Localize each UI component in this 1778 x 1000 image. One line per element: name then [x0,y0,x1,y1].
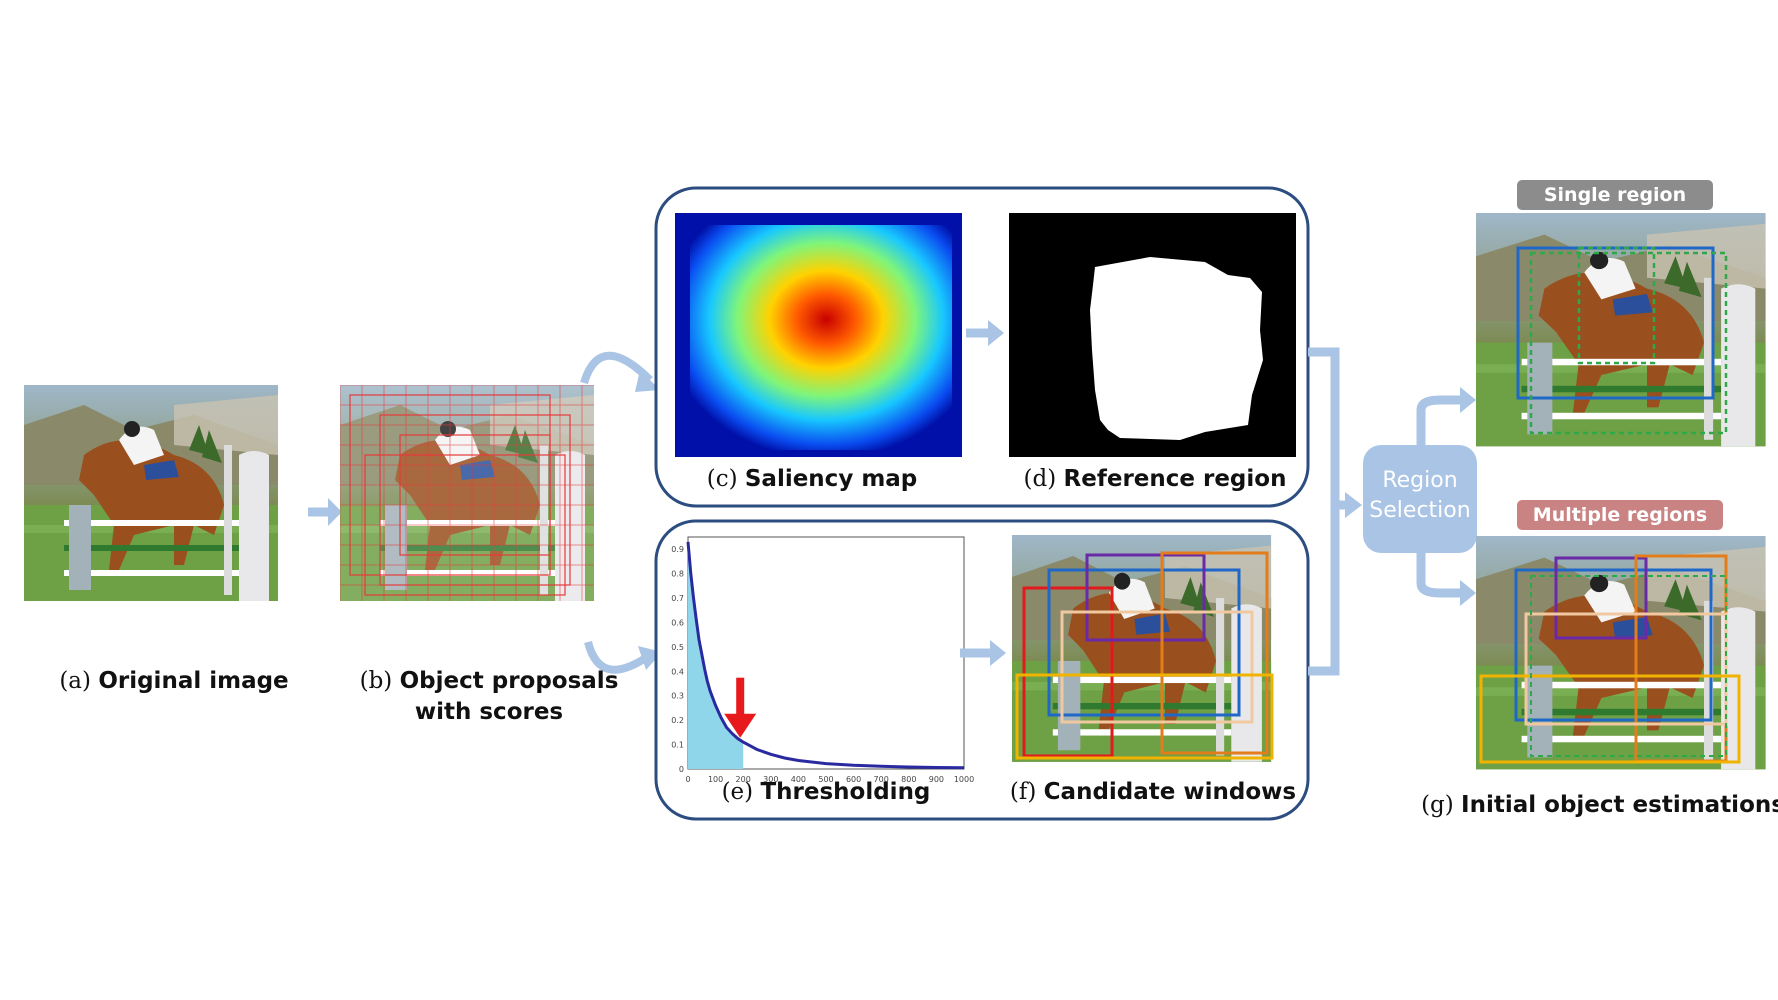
y-tick-label: 0.4 [671,667,684,676]
branch-arrow-down [1416,553,1462,598]
y-tick-label: 0.8 [671,570,684,579]
x-tick-label: 900 [929,775,944,784]
flow-arrowhead-a-b [328,498,342,526]
original-image [24,385,278,601]
caption-e-label: Thresholding [760,779,931,805]
x-tick-label: 1000 [954,775,974,784]
x-tick-label: 200 [736,775,751,784]
single-region-pill: Single region [1517,180,1713,210]
caption-e: (e) Thresholding [722,779,931,805]
window-box [1015,673,1274,760]
y-tick-label: 0.6 [671,618,684,627]
caption-b-prefix: (b) [359,668,393,694]
caption-b-label-line1: Object proposals [399,668,619,694]
curve-arrow-bottom [584,640,653,674]
connector-top [1308,347,1340,505]
y-tick-label: 0.5 [671,643,684,652]
x-tick-label: 800 [901,775,916,784]
caption-g: (g) Initial object estimations [1421,792,1778,818]
reference-region-image [1009,213,1296,457]
region-selection-line1: Region [1382,468,1458,493]
caption-a-label: Original image [98,668,289,694]
caption-a-prefix: (a) [59,668,91,694]
caption-f: (f) Candidate windows [1010,779,1296,805]
caption-d-label: Reference region [1063,466,1287,492]
flow-arrowhead-e-f [990,640,1006,666]
curve-arrow-top [580,351,653,385]
threshold-arrow [724,677,757,738]
caption-f-label: Candidate windows [1043,779,1297,805]
threshold-arrow-shaft [736,677,745,718]
region-selection-line2: Selection [1369,498,1471,523]
caption-e-prefix: (e) [721,779,754,805]
region-selection-label: Region Selection [1363,466,1477,526]
y-tick-label: 0.2 [671,716,684,725]
flow-arrowhead-c-d [988,320,1004,346]
connector-bottom [1308,500,1348,676]
multiple-regions-pill: Multiple regions [1517,500,1723,530]
caption-c: (c) Saliency map [707,466,918,492]
threshold-arrow-head [724,713,757,738]
object-proposals-image [340,385,594,601]
region-selection-box [1363,445,1477,553]
y-tick-label: 0.9 [671,545,684,554]
caption-g-label: Initial object estimations [1461,792,1778,818]
curve-arrow-top-head [635,370,660,392]
caption-a: (a) Original image [59,668,288,694]
x-tick-label: 500 [818,775,833,784]
chart-series-line [686,541,965,770]
caption-f-prefix: (f) [1009,779,1037,805]
branch-arrow-down-head [1460,580,1476,606]
window-box [1085,553,1206,642]
window-box [1022,586,1114,758]
threshold-chart: 0 100 200 300 400 500 600 700 800 900 1000 0 0.1 0.2… [671,536,974,784]
caption-b: (b) Object proposals with scores [360,668,619,725]
chart-area-fill [688,541,744,769]
saliency-map-image [675,213,962,457]
x-tick-label: 600 [846,775,861,784]
caption-c-prefix: (c) [706,466,738,492]
caption-d-prefix: (d) [1023,466,1057,492]
y-tick-label: 0.1 [671,741,684,750]
caption-b-label-line2: with scores [414,699,564,725]
window-box [1047,568,1241,717]
caption-g-prefix: (g) [1421,792,1454,818]
x-tick-label: 400 [791,775,806,784]
x-tick-label: 700 [874,775,889,784]
y-tick-label: 0.3 [671,692,684,701]
caption-d: (d) Reference region [1024,466,1287,492]
branch-arrow-up [1416,395,1462,445]
candidate-windows-image [1012,535,1274,762]
single-region-image [1476,213,1766,447]
chart-plot-area [687,536,965,770]
x-tick-label: 100 [708,775,723,784]
branch-arrow-up-head [1460,387,1476,413]
y-tick-label: 0.7 [671,594,684,603]
window-box [1060,610,1254,724]
y-tick-label: 0 [679,765,684,774]
connector-head [1345,492,1362,518]
x-tick-label: 300 [763,775,778,784]
multiple-regions-image [1476,536,1766,770]
window-box [1160,551,1269,755]
x-tick-label: 0 [685,775,690,784]
caption-c-label: Saliency map [744,466,918,492]
